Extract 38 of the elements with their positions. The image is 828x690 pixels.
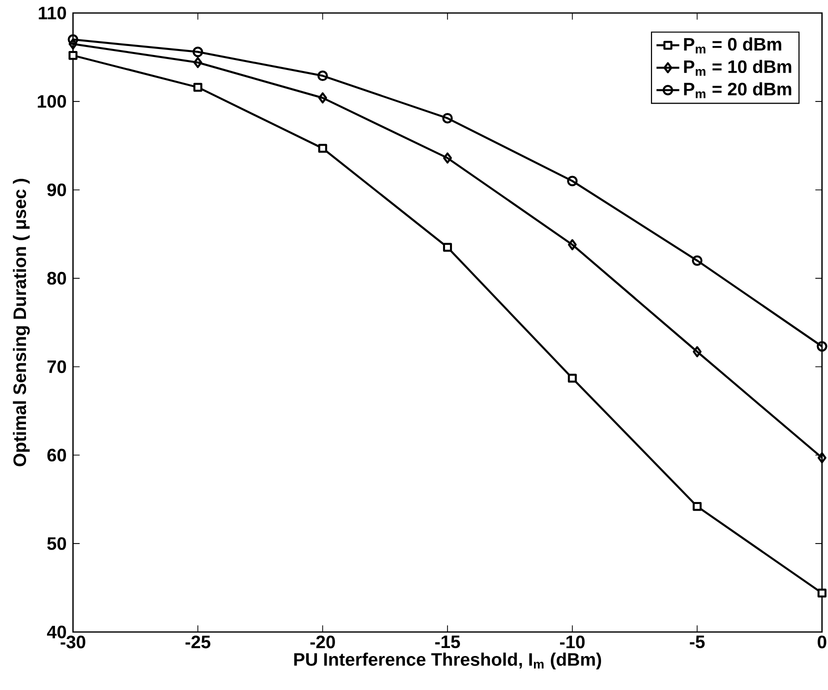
- legend-label: P$_{m}$ = 10 dBm: [684, 60, 792, 76]
- point: [692, 255, 702, 266]
- x-tick-label: 0: [818, 636, 826, 648]
- y-tick-label: 50: [47, 537, 66, 550]
- point: [442, 112, 453, 124]
- y-tick-label: 80: [47, 272, 66, 285]
- point: [317, 70, 328, 82]
- point: [318, 92, 328, 104]
- y-tick-label: 60: [47, 448, 66, 462]
- point: [443, 152, 452, 164]
- point: [567, 176, 578, 186]
- x-tick-label: -10: [560, 636, 585, 648]
- point: [193, 56, 202, 68]
- point: [818, 452, 826, 464]
- y-tick-label: 70: [47, 360, 66, 374]
- y-tick-label: 110: [38, 6, 66, 20]
- x-axis-title: PU Interference Threshold, I$_{m}$ (dBm): [294, 652, 602, 670]
- x-tick-label: -20: [310, 636, 335, 648]
- y-axis-title: Optimal Sensing Duration ( μsec ): [12, 178, 30, 466]
- point: [568, 374, 577, 383]
- point: [68, 34, 78, 45]
- point: [816, 341, 828, 352]
- point: [692, 346, 702, 358]
- point: [818, 588, 826, 598]
- point: [193, 82, 202, 92]
- x-tick-label: -5: [690, 636, 705, 648]
- x-tick-label: -15: [435, 636, 460, 648]
- y-tick-label: 90: [47, 183, 66, 196]
- point: [692, 502, 702, 511]
- legend-label: P$_{m}$ = 0 dBm: [684, 37, 782, 54]
- point: [443, 242, 452, 252]
- point: [192, 46, 204, 58]
- legend-label: P$_{m}$ = 20 dBm: [684, 82, 792, 98]
- point: [318, 144, 328, 153]
- point: [68, 50, 78, 60]
- y-tick-label: 100: [38, 95, 66, 108]
- point: [568, 239, 577, 250]
- x-tick-label: -25: [186, 636, 210, 648]
